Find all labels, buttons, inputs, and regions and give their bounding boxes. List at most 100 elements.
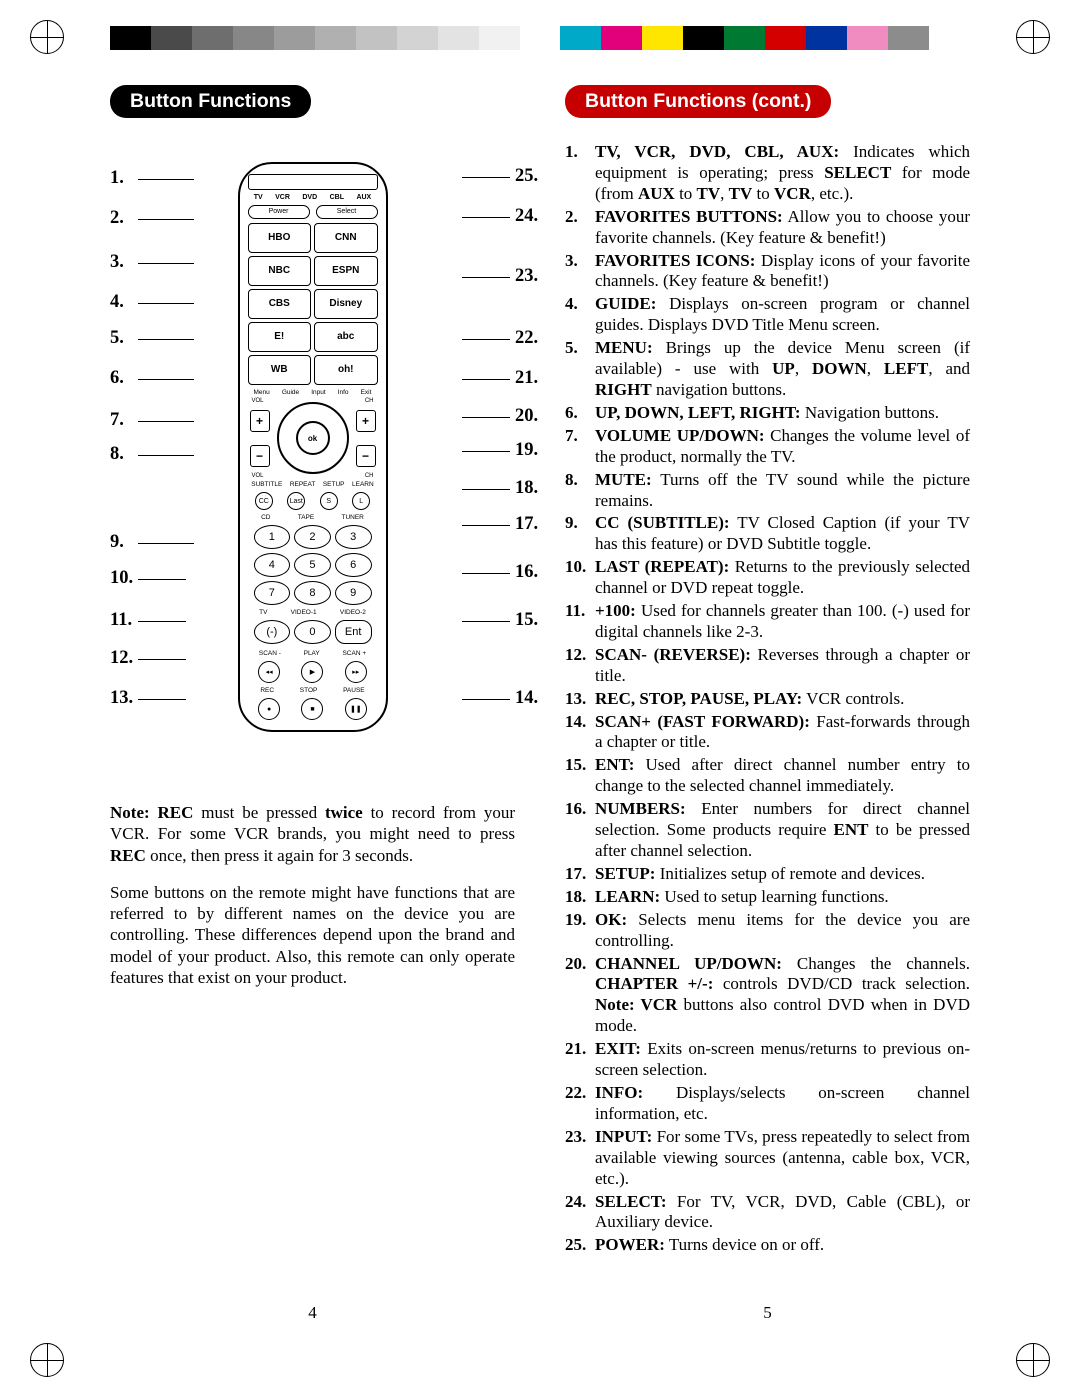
- item-number: 23.: [565, 1127, 595, 1190]
- remote-label: VCR: [275, 194, 290, 201]
- function-item: 2.FAVORITES BUTTONS: Allow you to choose…: [565, 207, 970, 249]
- item-number: 18.: [565, 887, 595, 908]
- remote-button: ◂◂: [258, 661, 280, 683]
- remote-label: Exit: [361, 389, 372, 396]
- remote-button: ❚❚: [345, 698, 367, 720]
- item-number: 7.: [565, 426, 595, 468]
- power-button: Power: [248, 205, 310, 219]
- keypad-key: 1: [254, 525, 291, 549]
- keypad-row-4: (-)0Ent: [248, 620, 378, 644]
- item-body: TV, VCR, DVD, CBL, AUX: Indicates which …: [595, 142, 970, 205]
- keypad-key: 0: [294, 620, 331, 644]
- page-number-left: 4: [308, 1303, 317, 1323]
- callout-number: 14.: [515, 688, 538, 709]
- item-body: +100: Used for channels greater than 100…: [595, 601, 970, 643]
- function-item: 5.MENU: Brings up the device Menu screen…: [565, 338, 970, 401]
- function-item: 7.VOLUME UP/DOWN: Changes the volume lev…: [565, 426, 970, 468]
- vol-down-button: −: [250, 445, 270, 467]
- favorite-tile: CBS: [248, 289, 312, 319]
- remote-label: SETUP: [323, 481, 345, 488]
- favorite-tile: HBO: [248, 223, 312, 253]
- ch-down-button: −: [356, 445, 376, 467]
- favorite-tile: ESPN: [314, 256, 378, 286]
- remote-label: CBL: [330, 194, 344, 201]
- function-item: 1.TV, VCR, DVD, CBL, AUX: Indicates whic…: [565, 142, 970, 205]
- callout-number: 23.: [515, 266, 538, 287]
- number-keypad: 123456789: [248, 525, 378, 605]
- callout-number: 7.: [110, 410, 124, 431]
- callout-number: 8.: [110, 444, 124, 465]
- item-body: UP, DOWN, LEFT, RIGHT: Navigation button…: [595, 403, 970, 424]
- item-number: 11.: [565, 601, 595, 643]
- note-general: Some buttons on the remote might have fu…: [110, 882, 515, 988]
- remote-button: Last: [287, 492, 305, 510]
- remote-label: TV: [254, 194, 263, 201]
- favorite-tile: E!: [248, 322, 312, 352]
- remote-control-drawing: TVVCRDVDCBLAUX Power Select HBOCNNNBCESP…: [238, 162, 388, 732]
- nav-block: + − + − VOL CH VOL CH ok: [248, 400, 378, 477]
- function-item: 6.UP, DOWN, LEFT, RIGHT: Navigation butt…: [565, 403, 970, 424]
- registration-mark: [1016, 20, 1050, 54]
- nav-ring: ok: [277, 402, 349, 474]
- item-number: 8.: [565, 470, 595, 512]
- right-column: Button Functions (cont.) 1.TV, VCR, DVD,…: [565, 85, 970, 1327]
- note-rec: Note: REC must be pressed twice to recor…: [110, 802, 515, 866]
- remote-label: TUNER: [341, 514, 363, 521]
- function-item: 20.CHANNEL UP/DOWN: Changes the channels…: [565, 954, 970, 1038]
- favorite-tile: NBC: [248, 256, 312, 286]
- function-item: 25.POWER: Turns device on or off.: [565, 1235, 970, 1256]
- remote-button: L: [352, 492, 370, 510]
- section-header-left: Button Functions: [110, 85, 311, 118]
- keypad-key: 4: [254, 553, 291, 577]
- remote-button: ■: [301, 698, 323, 720]
- item-number: 15.: [565, 755, 595, 797]
- remote-label: SCAN +: [342, 650, 366, 657]
- item-body: ENT: Used after direct channel number en…: [595, 755, 970, 797]
- vol-label-top: VOL: [252, 398, 264, 404]
- callout-number: 11.: [110, 610, 132, 631]
- callout-number: 3.: [110, 252, 124, 273]
- item-body: EXIT: Exits on-screen menus/returns to p…: [595, 1039, 970, 1081]
- rec-label-row: RECSTOPPAUSE: [248, 687, 378, 694]
- page-number-right: 5: [763, 1303, 772, 1323]
- callout-number: 6.: [110, 368, 124, 389]
- keypad-key: Ent: [335, 620, 372, 644]
- keypad-key: (-): [254, 620, 291, 644]
- callout-number: 20.: [515, 406, 538, 427]
- item-body: CC (SUBTITLE): TV Closed Caption (if you…: [595, 513, 970, 555]
- remote-button: ▶: [301, 661, 323, 683]
- callout-number: 22.: [515, 328, 538, 349]
- remote-label: Input: [311, 389, 325, 396]
- item-number: 2.: [565, 207, 595, 249]
- remote-button: S: [320, 492, 338, 510]
- function-item: 11.+100: Used for channels greater than …: [565, 601, 970, 643]
- source-label-row-2: TVVIDEO-1VIDEO-2: [248, 609, 378, 616]
- item-number: 5.: [565, 338, 595, 401]
- scan-label-row: SCAN -PLAYSCAN +: [248, 650, 378, 657]
- remote-label: TAPE: [298, 514, 315, 521]
- section-header-right: Button Functions (cont.): [565, 85, 831, 118]
- notes-block: Note: REC must be pressed twice to recor…: [110, 802, 515, 1004]
- remote-label: STOP: [300, 687, 318, 694]
- ch-up-button: +: [356, 410, 376, 432]
- ch-label-top: CH: [365, 398, 374, 404]
- function-item: 10.LAST (REPEAT): Returns to the previou…: [565, 557, 970, 599]
- function-item: 24.SELECT: For TV, VCR, DVD, Cable (CBL)…: [565, 1192, 970, 1234]
- vol-label-bot: VOL: [252, 473, 264, 479]
- remote-display: [248, 174, 378, 190]
- callout-number: 24.: [515, 206, 538, 227]
- item-body: INFO: Displays/selects on-screen channel…: [595, 1083, 970, 1125]
- item-body: LAST (REPEAT): Returns to the previously…: [595, 557, 970, 599]
- registration-mark: [30, 1343, 64, 1377]
- item-number: 24.: [565, 1192, 595, 1234]
- callout-number: 4.: [110, 292, 124, 313]
- item-number: 6.: [565, 403, 595, 424]
- function-item: 18.LEARN: Used to setup learning functio…: [565, 887, 970, 908]
- item-number: 16.: [565, 799, 595, 862]
- item-number: 1.: [565, 142, 595, 205]
- keypad-key: 9: [335, 581, 372, 605]
- item-body: REC, STOP, PAUSE, PLAY: VCR controls.: [595, 689, 970, 710]
- callout-number: 2.: [110, 208, 124, 229]
- item-body: GUIDE: Displays on-screen program or cha…: [595, 294, 970, 336]
- select-button: Select: [316, 205, 378, 219]
